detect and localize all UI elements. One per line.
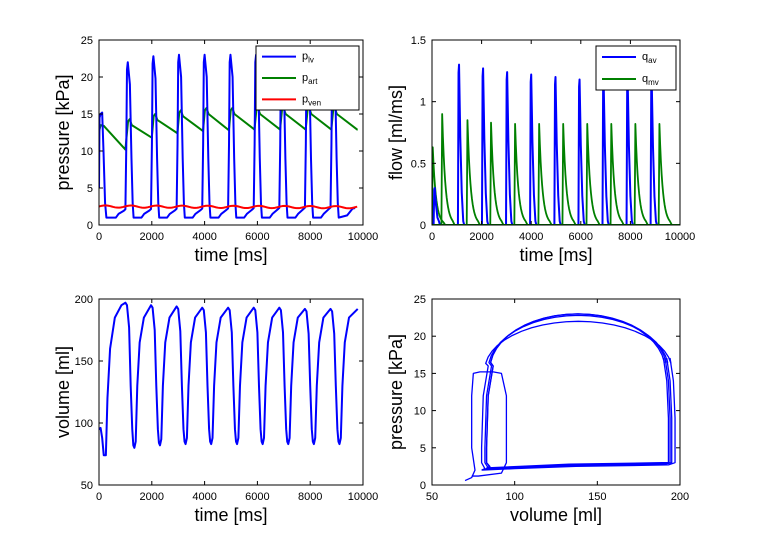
y-tick-label: 1: [420, 97, 426, 109]
x-axis-label: volume [ml]: [510, 505, 602, 525]
x-tick-label: 6000: [569, 231, 593, 243]
x-axis-label: time [ms]: [194, 505, 267, 525]
y-tick-label: 0.5: [411, 158, 426, 170]
x-tick-label: 2000: [140, 231, 164, 243]
y-axis-label: pressure [kPa]: [53, 74, 73, 190]
x-tick-label: 10000: [348, 231, 379, 243]
x-axis-label: time [ms]: [519, 245, 592, 265]
plot-area: [464, 313, 676, 482]
plot-lv-pressure: 0 2000 4000 6000 8000 10000 0 5 10 15 20 25 time [ms…: [53, 35, 378, 265]
y-tick-label: 25: [414, 294, 426, 306]
x-tick-label: 8000: [298, 491, 322, 503]
series-line-q_mv: [585, 122, 601, 225]
x-axis-label: time [ms]: [194, 245, 267, 265]
axes-frame: [98, 39, 364, 226]
x-tick-label: 0: [96, 231, 102, 243]
y-tick-label: 10: [81, 146, 93, 158]
series-line-q_mv: [561, 122, 577, 225]
y-tick-label: 0: [420, 480, 426, 492]
axes-frame: [98, 298, 364, 486]
plot-lv-volume: 0 2000 4000 6000 8000 10000 50 100 150 200 time [m…: [53, 294, 378, 525]
y-tick-label: 100: [75, 418, 93, 430]
plot-pv-loop: 50 100 150 200 0 5 10 15 20 25 volume [ml] pressure…: [386, 294, 689, 525]
y-tick-label: 15: [81, 109, 93, 121]
y-tick-label: 5: [87, 183, 93, 195]
x-tick-label: 150: [588, 491, 606, 503]
y-axis-label: volume [ml]: [53, 346, 73, 438]
series-line-q_av: [505, 71, 514, 225]
x-tick-label: 10000: [348, 491, 379, 503]
y-tick-label: 1.5: [411, 35, 426, 47]
series-line-q_mv: [633, 122, 649, 225]
series-line-q_mv: [513, 122, 529, 225]
series-line-q_av: [432, 187, 441, 225]
y-tick-label: 20: [81, 72, 93, 84]
y-tick-label: 50: [81, 480, 93, 492]
series-line-q_mv: [465, 119, 481, 225]
series-line-q_av: [577, 78, 586, 225]
x-tick-label: 8000: [618, 231, 642, 243]
plot-area: [99, 301, 359, 457]
y-tick-label: 0: [87, 220, 93, 232]
y-axis-label: flow [ml/ms]: [386, 85, 406, 180]
plot-flow: 0 2000 4000 6000 8000 10000 0 0.5 1 1.5 time [ms] f…: [386, 35, 695, 265]
y-tick-label: 5: [420, 443, 426, 455]
axes-background: [432, 299, 680, 485]
series-line-q_mv: [537, 122, 553, 225]
x-tick-label: 4000: [192, 491, 216, 503]
series-line-q_av: [480, 67, 490, 225]
series-line-q_mv: [609, 122, 625, 225]
series-line-q_av: [529, 73, 538, 225]
x-tick-label: 4000: [519, 231, 543, 243]
series-line-q_mv: [657, 122, 673, 225]
legend-box: [595, 45, 677, 91]
legend-label: plv: [302, 51, 314, 65]
series-line-q_mv: [440, 113, 456, 225]
series-line-pv-loop: [484, 314, 673, 471]
x-tick-label: 4000: [192, 231, 216, 243]
y-tick-label: 0: [420, 220, 426, 232]
series-line-p_ven: [99, 204, 358, 210]
series-line-q_av: [456, 63, 466, 225]
x-tick-label: 6000: [245, 231, 269, 243]
x-tick-label: 10000: [665, 231, 696, 243]
x-tick-label: 8000: [298, 231, 322, 243]
series-line-pv-loop: [480, 320, 676, 471]
series-line-volume: [99, 301, 359, 457]
x-tick-label: 200: [671, 491, 689, 503]
y-tick-label: 25: [81, 35, 93, 47]
series-line-pv-loop: [485, 313, 670, 469]
x-tick-label: 0: [429, 231, 435, 243]
x-tick-label: 6000: [245, 491, 269, 503]
y-tick-label: 150: [75, 356, 93, 368]
x-tick-label: 100: [505, 491, 523, 503]
y-axis-label: pressure [kPa]: [386, 334, 406, 450]
x-tick-label: 2000: [140, 491, 164, 503]
y-tick-label: 10: [414, 406, 426, 418]
series-line-q_av: [553, 76, 562, 225]
y-tick-label: 15: [414, 368, 426, 380]
axes-frame: [431, 298, 681, 486]
x-tick-label: 0: [96, 491, 102, 503]
axes-frame: [431, 39, 681, 226]
y-tick-label: 200: [75, 294, 93, 306]
x-tick-label: 2000: [469, 231, 493, 243]
y-tick-label: 20: [414, 331, 426, 343]
x-tick-label: 50: [426, 491, 438, 503]
series-line-q_mv: [489, 121, 504, 225]
